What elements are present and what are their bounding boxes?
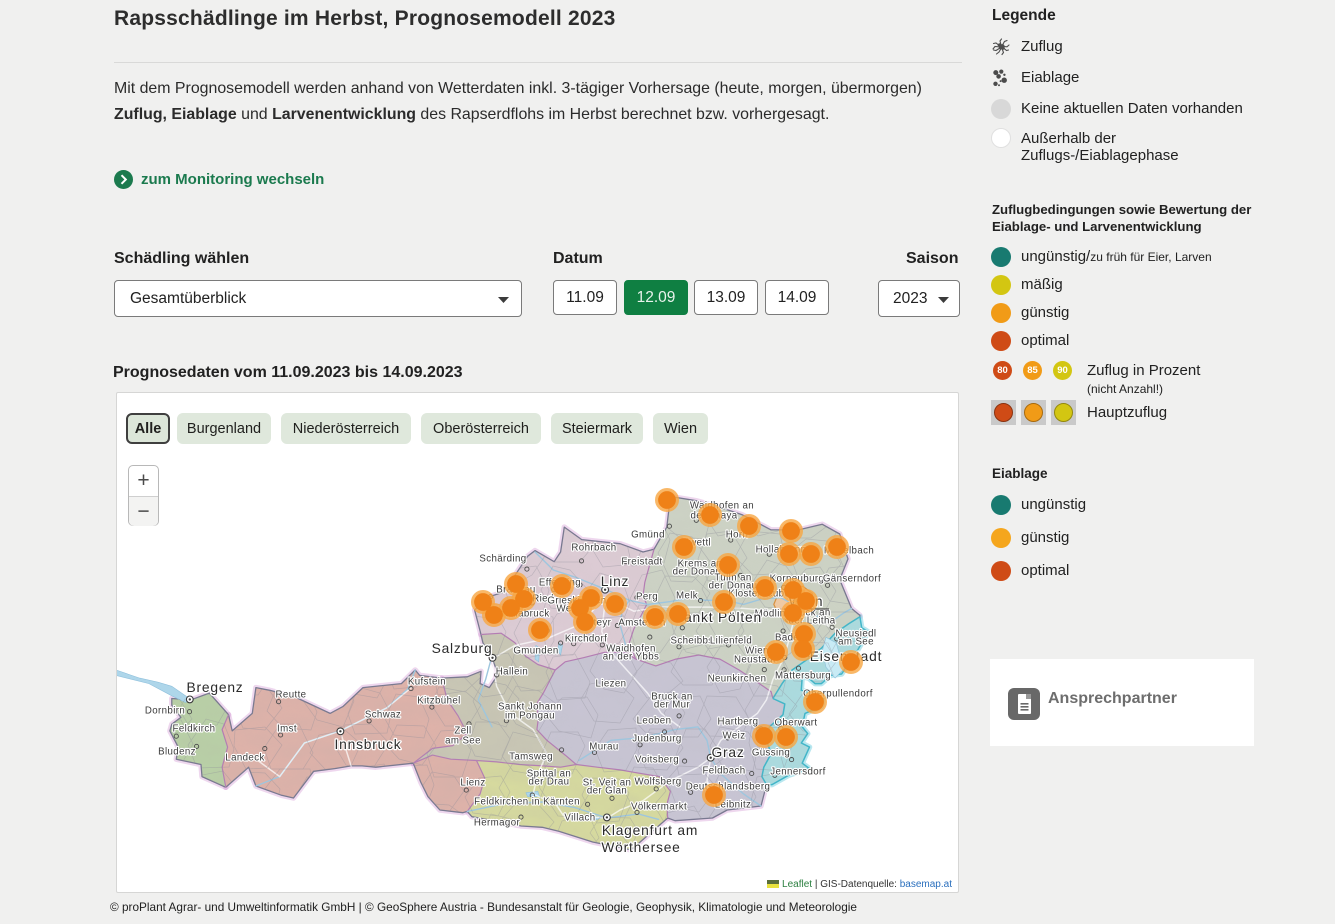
svg-text:Hallein: Hallein [496,667,528,678]
svg-text:Gmunden: Gmunden [513,646,558,657]
svg-text:Rohrbach: Rohrbach [571,543,616,554]
svg-text:Waidhofen: Waidhofen [606,644,656,655]
svg-text:Dornbirn: Dornbirn [145,706,185,717]
svg-text:Krems an: Krems an [678,559,723,570]
svg-text:Judenburg: Judenburg [632,734,681,745]
svg-text:Schärding: Schärding [479,554,526,565]
svg-text:Völkermarkt: Völkermarkt [631,802,687,813]
svg-text:Deutschlandsberg: Deutschlandsberg [686,782,771,793]
svg-text:Innsbruck: Innsbruck [334,737,401,752]
svg-text:Güssing: Güssing [752,748,790,759]
svg-text:Graz: Graz [711,745,744,760]
svg-text:Feldkirchen in Kärnten: Feldkirchen in Kärnten [474,797,580,808]
svg-text:Voitsberg: Voitsberg [635,755,679,766]
svg-text:Murau: Murau [589,742,618,753]
svg-text:Kufstein: Kufstein [408,677,446,688]
svg-text:Wolfsberg: Wolfsberg [634,777,681,788]
svg-text:Neusiedl: Neusiedl [836,629,877,640]
svg-text:Wien: Wien [745,646,769,657]
svg-text:Gmünd: Gmünd [631,530,665,541]
svg-text:der Drau: der Drau [529,777,570,788]
svg-text:Neunkirchen: Neunkirchen [708,674,767,685]
svg-text:Linz: Linz [601,574,630,589]
svg-text:Lilienfeld: Lilienfeld [710,636,752,647]
svg-text:Spittal an: Spittal an [527,769,571,780]
svg-text:im Pongau: im Pongau [505,711,555,722]
svg-text:der Glan: der Glan [587,786,627,797]
svg-text:Villach: Villach [564,813,595,824]
svg-text:Kitzbühel: Kitzbühel [417,696,460,707]
svg-text:Jennersdorf: Jennersdorf [770,767,826,778]
svg-text:Scheibbs: Scheibbs [670,636,713,647]
svg-text:Schwaz: Schwaz [365,710,401,721]
svg-text:Imst: Imst [277,724,297,735]
svg-text:Kirchdorf: Kirchdorf [565,634,607,645]
svg-text:Gänserndorf: Gänserndorf [823,574,881,585]
svg-text:Liezen: Liezen [596,679,627,690]
svg-text:Leoben: Leoben [637,716,672,727]
svg-text:Tamsweg: Tamsweg [509,752,553,763]
svg-text:Mattersburg: Mattersburg [775,671,831,682]
svg-text:der Mur: der Mur [654,700,691,711]
svg-text:Sankt Johann: Sankt Johann [498,702,562,713]
svg-text:Bregenz: Bregenz [187,680,244,695]
svg-text:Hartberg: Hartberg [718,717,759,728]
svg-text:Feldkirch: Feldkirch [173,724,216,735]
svg-text:Reutte: Reutte [276,690,307,701]
svg-text:Wörthersee: Wörthersee [601,840,680,855]
svg-text:Klagenfurt am: Klagenfurt am [602,823,698,838]
svg-text:Melk: Melk [676,591,698,602]
svg-text:Bludenz: Bludenz [158,747,196,758]
svg-text:Sankt Pölten: Sankt Pölten [674,610,762,625]
svg-text:Weiz: Weiz [723,731,746,742]
svg-text:der Donau: der Donau [709,581,758,592]
svg-text:am See: am See [445,736,481,747]
svg-text:Salzburg: Salzburg [432,641,493,656]
svg-text:an der Ybbs: an der Ybbs [603,652,659,663]
svg-text:Hermagor: Hermagor [474,818,521,829]
svg-text:Perg: Perg [636,592,658,603]
svg-text:Landeck: Landeck [225,753,264,764]
svg-text:Zell: Zell [454,726,471,737]
svg-text:der Donau: der Donau [673,567,722,578]
svg-text:am See: am See [838,637,874,648]
svg-text:Freistadt: Freistadt [621,557,662,568]
svg-text:St. Veit an: St. Veit an [583,778,632,789]
svg-text:Ried: Ried [532,594,554,605]
svg-text:Lienz: Lienz [460,778,485,789]
svg-text:Bruck an: Bruck an [651,692,692,703]
svg-text:Feldbach: Feldbach [702,766,745,777]
